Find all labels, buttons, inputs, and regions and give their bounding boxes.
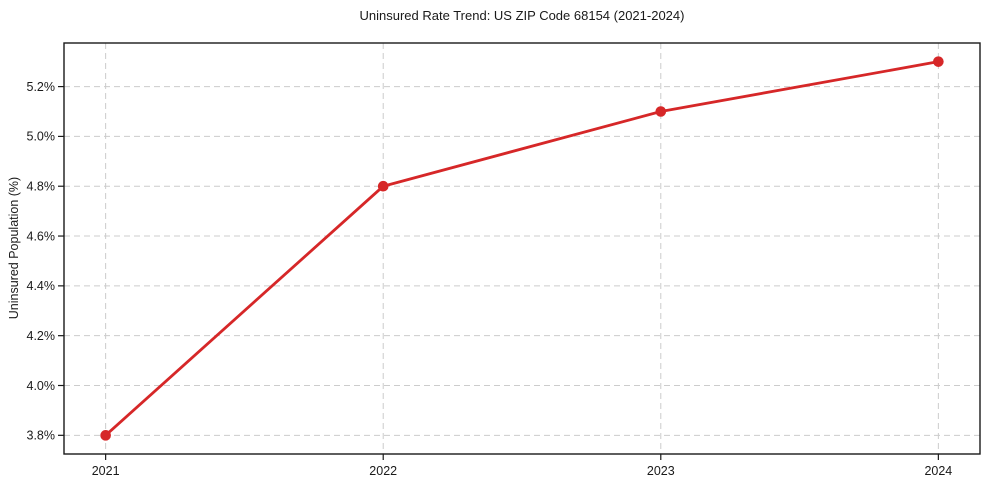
data-point-marker [933, 56, 944, 67]
y-tick-label: 4.2% [27, 329, 56, 343]
y-tick-label: 5.0% [27, 130, 56, 144]
x-tick-label: 2021 [92, 464, 120, 478]
y-tick-label: 3.8% [27, 429, 56, 443]
data-point-marker [100, 430, 111, 441]
y-tick-label: 5.2% [27, 80, 56, 94]
y-tick-label: 4.8% [27, 180, 56, 194]
x-tick-label: 2024 [924, 464, 952, 478]
x-tick-label: 2023 [647, 464, 675, 478]
data-point-marker [655, 106, 667, 117]
data-point-marker [377, 180, 389, 192]
y-tick-label: 4.4% [27, 279, 56, 293]
chart-title: Uninsured Rate Trend: US ZIP Code 68154 … [359, 8, 685, 23]
trend-line [104, 60, 940, 437]
y-tick-label: 4.6% [27, 229, 56, 243]
x-tick-label: 2022 [369, 464, 397, 478]
axes-frame [63, 42, 981, 455]
y-tick-label: 4.0% [27, 379, 56, 393]
